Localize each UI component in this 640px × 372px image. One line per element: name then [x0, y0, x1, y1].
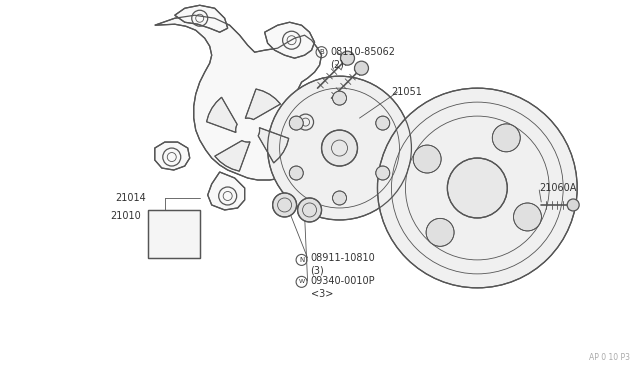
Text: AP 0 10 P3: AP 0 10 P3 [589, 353, 630, 362]
Polygon shape [258, 128, 289, 163]
Text: 08911-10810: 08911-10810 [310, 253, 375, 263]
Circle shape [567, 199, 579, 211]
Circle shape [447, 158, 508, 218]
Circle shape [321, 130, 358, 166]
Circle shape [298, 198, 321, 222]
Text: 21060A: 21060A [540, 183, 577, 193]
Polygon shape [175, 5, 228, 32]
Circle shape [492, 124, 520, 152]
Text: B: B [319, 49, 324, 55]
Text: 08110-85062: 08110-85062 [330, 47, 396, 57]
Circle shape [376, 116, 390, 130]
Polygon shape [155, 142, 189, 170]
Circle shape [289, 166, 303, 180]
Polygon shape [215, 141, 250, 171]
Circle shape [355, 61, 369, 75]
Text: (2): (2) [330, 59, 344, 69]
Text: 21014: 21014 [115, 193, 145, 203]
Polygon shape [264, 22, 314, 58]
Circle shape [378, 88, 577, 288]
Circle shape [513, 203, 541, 231]
Text: (3): (3) [310, 266, 324, 276]
Polygon shape [207, 97, 237, 132]
Text: 21010: 21010 [110, 211, 141, 221]
Circle shape [273, 193, 296, 217]
Circle shape [333, 191, 346, 205]
Polygon shape [155, 15, 321, 180]
Polygon shape [208, 172, 244, 210]
Polygon shape [291, 108, 321, 136]
Text: 21051: 21051 [392, 87, 422, 97]
Circle shape [289, 116, 303, 130]
Text: W: W [298, 279, 305, 284]
Circle shape [413, 145, 441, 173]
Text: <3>: <3> [310, 289, 333, 299]
Polygon shape [245, 89, 280, 119]
Circle shape [376, 166, 390, 180]
Text: N: N [299, 257, 304, 263]
Text: 09340-0010P: 09340-0010P [310, 276, 375, 286]
Circle shape [426, 218, 454, 246]
Polygon shape [148, 210, 200, 258]
Circle shape [268, 76, 412, 220]
Circle shape [333, 91, 346, 105]
Circle shape [340, 51, 355, 65]
